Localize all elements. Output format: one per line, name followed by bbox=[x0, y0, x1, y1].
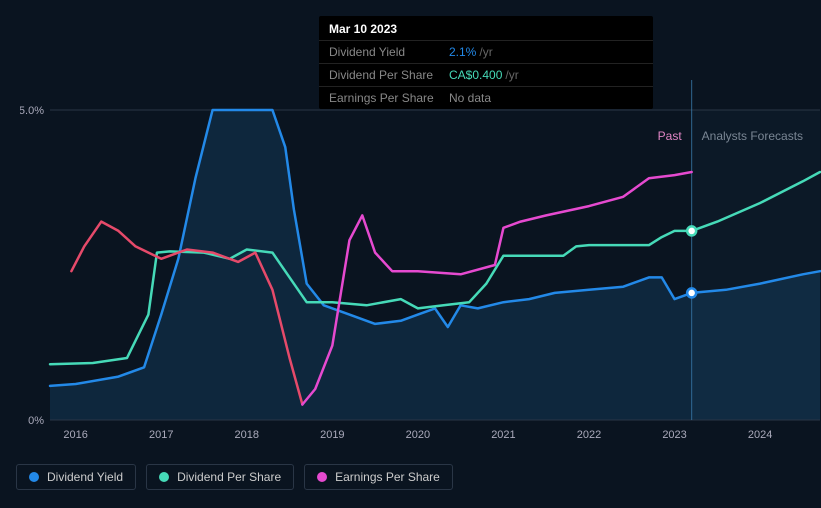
legend-label: Earnings Per Share bbox=[335, 470, 440, 484]
tooltip-row: Dividend Per ShareCA$0.400/yr bbox=[319, 63, 653, 86]
x-axis-tick-label: 2022 bbox=[577, 429, 601, 441]
tooltip-row-label: Earnings Per Share bbox=[329, 91, 449, 105]
legend-swatch bbox=[29, 472, 39, 482]
legend-item-dividend_per_share[interactable]: Dividend Per Share bbox=[146, 464, 294, 490]
tooltip-row-value: 2.1%/yr bbox=[449, 45, 493, 59]
legend-item-earnings_per_share[interactable]: Earnings Per Share bbox=[304, 464, 453, 490]
hover-tooltip: Mar 10 2023 Dividend Yield2.1%/yrDividen… bbox=[319, 16, 653, 109]
series-marker bbox=[687, 226, 696, 235]
x-axis-tick-label: 2021 bbox=[491, 429, 515, 441]
tooltip-row: Dividend Yield2.1%/yr bbox=[319, 40, 653, 63]
y-axis-tick-label: 5.0% bbox=[20, 105, 44, 117]
x-axis-tick-label: 2024 bbox=[748, 429, 772, 441]
legend: Dividend Yield Dividend Per Share Earnings… bbox=[16, 464, 453, 490]
x-axis-tick-label: 2020 bbox=[406, 429, 430, 441]
tooltip-date: Mar 10 2023 bbox=[319, 16, 653, 40]
x-axis-tick-label: 2016 bbox=[63, 429, 87, 441]
tooltip-row-label: Dividend Per Share bbox=[329, 68, 449, 82]
tooltip-row-label: Dividend Yield bbox=[329, 45, 449, 59]
legend-swatch bbox=[159, 472, 169, 482]
x-axis-tick-label: 2017 bbox=[149, 429, 173, 441]
tooltip-row-value: No data bbox=[449, 91, 491, 105]
series-marker bbox=[687, 288, 696, 297]
tooltip-row-value: CA$0.400/yr bbox=[449, 68, 519, 82]
x-axis-tick-label: 2019 bbox=[320, 429, 344, 441]
legend-label: Dividend Per Share bbox=[177, 470, 281, 484]
y-axis-tick-label: 0% bbox=[28, 415, 44, 427]
x-axis-tick-label: 2023 bbox=[662, 429, 686, 441]
legend-label: Dividend Yield bbox=[47, 470, 123, 484]
legend-swatch bbox=[317, 472, 327, 482]
tooltip-row: Earnings Per ShareNo data bbox=[319, 86, 653, 109]
past-label: Past bbox=[658, 129, 683, 143]
forecast-label: Analysts Forecasts bbox=[702, 129, 803, 143]
x-axis-tick-label: 2018 bbox=[235, 429, 259, 441]
legend-item-dividend_yield[interactable]: Dividend Yield bbox=[16, 464, 136, 490]
